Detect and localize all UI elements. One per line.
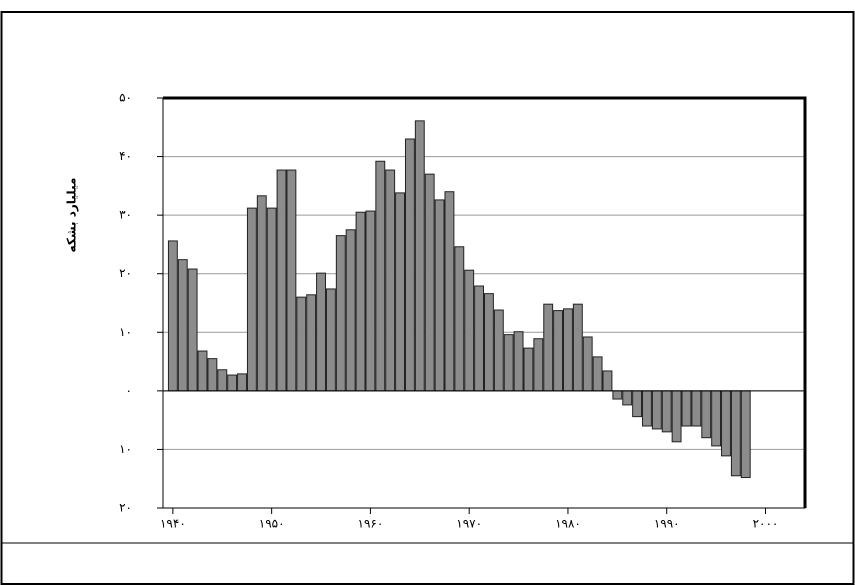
x-tick-label: ۱۹۷۰ <box>456 517 482 531</box>
bar <box>257 196 266 391</box>
bar <box>277 170 286 391</box>
bar <box>564 309 573 391</box>
x-tick-label: ۱۹۵۰ <box>259 517 285 531</box>
y-tick-label: ۱۰ <box>119 325 132 339</box>
bar <box>652 391 661 429</box>
bar <box>346 230 355 391</box>
bar <box>484 294 493 391</box>
bar <box>198 351 207 391</box>
bar <box>504 335 513 391</box>
bar <box>336 236 345 391</box>
bar <box>267 208 276 391</box>
y-tick-label: ۲۰ <box>119 501 132 515</box>
bar <box>593 357 602 391</box>
bar <box>682 391 691 426</box>
bar <box>633 391 642 417</box>
y-tick-label: ۳۰ <box>119 208 132 222</box>
y-axis-label: میلیارد بشکه <box>65 178 79 253</box>
bar <box>702 391 711 438</box>
bar <box>554 311 563 391</box>
bar <box>386 170 395 391</box>
bar <box>425 174 434 391</box>
bar <box>238 374 247 391</box>
bar <box>297 297 306 391</box>
bar <box>415 121 424 391</box>
bar <box>643 391 652 426</box>
y-tick-label: ۰ <box>126 383 132 397</box>
bar <box>405 139 414 391</box>
bar <box>722 391 731 456</box>
bar <box>573 304 582 391</box>
bar <box>396 193 405 391</box>
y-tick-label: ۲۰ <box>119 266 132 280</box>
bar <box>603 371 612 391</box>
bar <box>228 375 237 391</box>
x-tick-label: ۱۹۴۰ <box>160 517 186 531</box>
page: میلیارد بشکه ۲۰ ۱۰ ۰ ۱۰ ۲۰ ۳۰ ۴۰ ۵۰ ۱۹۴۰ ۱۹۵۰ ۱۹۶۰… <box>0 0 855 585</box>
bar <box>475 286 484 391</box>
y-tick-label: ۱۰ <box>119 442 132 456</box>
bar <box>731 391 740 476</box>
bar <box>307 295 316 391</box>
bar <box>514 332 523 391</box>
bar <box>544 304 553 391</box>
bar <box>613 391 622 399</box>
bar <box>741 391 750 478</box>
bar <box>662 391 671 432</box>
bar <box>692 391 701 426</box>
x-tick-label: ۲۰۰۰ <box>753 517 779 531</box>
bar <box>672 391 681 442</box>
bar <box>218 370 227 391</box>
bar <box>188 269 197 391</box>
chart: میلیارد بشکه ۲۰ ۱۰ ۰ ۱۰ ۲۰ ۳۰ ۴۰ ۵۰ ۱۹۴۰ ۱۹۵۰ ۱۹۶۰… <box>0 0 855 585</box>
bar <box>534 339 543 391</box>
bar <box>326 289 335 391</box>
x-tick-label: ۱۹۸۰ <box>555 517 581 531</box>
bar <box>247 208 256 391</box>
x-tick-label: ۱۹۹۰ <box>654 517 680 531</box>
bar <box>208 359 217 391</box>
y-tick-label: ۵۰ <box>119 91 132 105</box>
bar <box>366 211 375 391</box>
bar <box>435 200 444 391</box>
bar <box>317 273 326 391</box>
bar <box>287 170 296 391</box>
bar <box>712 391 721 446</box>
bar <box>168 241 177 391</box>
y-tick-label: ۴۰ <box>119 149 132 163</box>
bar <box>356 212 365 391</box>
bar <box>465 270 474 391</box>
bar <box>623 391 632 405</box>
bar <box>583 337 592 391</box>
x-tick-label: ۱۹۶۰ <box>358 517 384 531</box>
bar <box>445 192 454 391</box>
bar <box>494 310 503 391</box>
bar <box>376 161 385 391</box>
bar <box>524 348 533 391</box>
bar <box>178 260 187 391</box>
bar <box>455 247 464 391</box>
